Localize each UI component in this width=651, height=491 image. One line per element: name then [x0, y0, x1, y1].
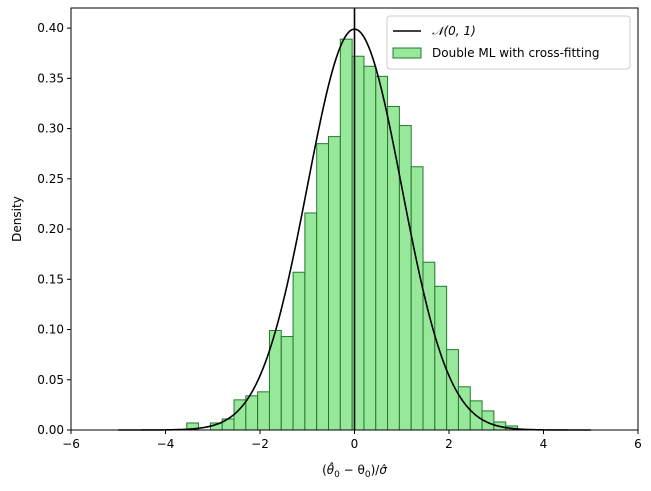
- histogram-bar: [316, 143, 330, 431]
- y-tick-label: 0.20: [37, 222, 64, 236]
- histogram-bar: [410, 166, 424, 431]
- histogram-bar: [328, 136, 341, 431]
- legend-label-normal: 𝒩(0, 1): [432, 24, 476, 38]
- x-tick-label: 4: [540, 437, 548, 451]
- x-tick-label: 0: [351, 437, 359, 451]
- histogram-bar: [398, 125, 412, 431]
- legend-box: [386, 15, 631, 70]
- legend-label-double-ml: Double ML with cross-fitting: [432, 46, 599, 60]
- y-axis-label: Density: [10, 196, 24, 242]
- x-tick-label: 2: [445, 437, 453, 451]
- x-tick-label: 6: [634, 437, 642, 451]
- x-axis-label: (θ̂0 − θ0)/σ̂: [322, 461, 387, 480]
- y-tick-label: 0.00: [37, 423, 64, 437]
- y-tick-label: 0.15: [37, 272, 64, 286]
- histogram-bar: [257, 391, 270, 431]
- y-tick-label: 0.30: [37, 122, 64, 136]
- histogram-bar: [304, 212, 318, 431]
- y-tick-label: 0.10: [37, 323, 64, 337]
- histogram-bar: [292, 271, 306, 431]
- y-tick-label: 0.40: [37, 21, 64, 35]
- histogram-bar: [245, 395, 259, 431]
- histogram-bar: [280, 336, 294, 431]
- y-axis-ticks: 0.00 0.05 0.10 0.15 0.20 0.25 0.30 0.35 0.40: [37, 21, 71, 437]
- histogram-bar: [375, 75, 389, 431]
- legend-patch-swatch: [392, 47, 422, 59]
- y-tick-label: 0.25: [37, 172, 64, 186]
- legend: 𝒩(0, 1) Double ML with cross-fitting: [386, 15, 631, 70]
- y-tick-label: 0.35: [37, 71, 64, 85]
- x-axis-ticks: −6 −4 −2 0 2 4 6: [62, 430, 642, 451]
- x-tick-label: −6: [62, 437, 80, 451]
- histogram-bar: [387, 105, 400, 431]
- x-tick-label: −2: [251, 437, 269, 451]
- histogram-bar: [339, 38, 353, 431]
- histogram-bars: [186, 38, 519, 431]
- y-tick-label: 0.05: [37, 373, 64, 387]
- histogram-bar: [434, 285, 448, 431]
- histogram-bar: [422, 261, 436, 431]
- x-tick-label: −4: [157, 437, 175, 451]
- histogram-bar: [363, 65, 377, 431]
